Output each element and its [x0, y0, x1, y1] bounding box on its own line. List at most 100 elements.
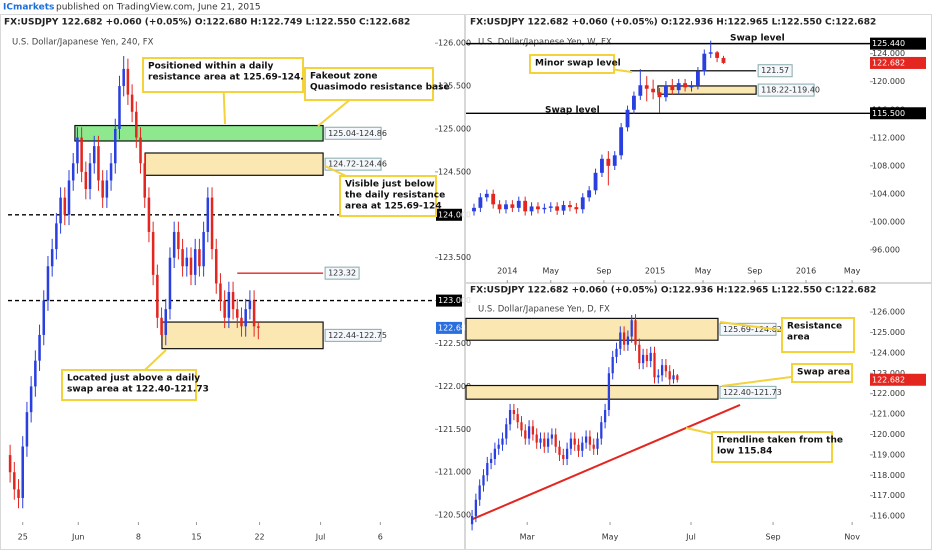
candle-body [531, 426, 535, 435]
candle-body [550, 434, 554, 439]
candle-body [600, 422, 603, 439]
y-tick-label: 122.000 [872, 389, 905, 398]
y-tick-label: 119.000 [872, 450, 905, 459]
callout-box [304, 67, 434, 101]
candle-body [630, 320, 633, 337]
last-price-label: 122.682 [438, 323, 471, 332]
candle-body [17, 489, 20, 498]
zone [465, 384, 719, 400]
candle-body [524, 430, 527, 439]
x-tick-label: Mar [520, 533, 536, 542]
x-tick-label: May [542, 267, 559, 276]
y-tick-label: 120.000 [872, 430, 905, 439]
candle-body [548, 206, 553, 208]
y-tick-label: 125.500 [438, 82, 471, 91]
candle-body [491, 193, 496, 205]
candle-body [156, 274, 159, 318]
callout-text: swap area at 122.40-121.73 [67, 385, 209, 395]
candle-body [202, 231, 205, 267]
candle-body [573, 438, 576, 445]
y-tick-label: 120.500 [438, 511, 471, 520]
last-price-box [436, 321, 462, 334]
candle-body [126, 68, 130, 95]
candle-body [71, 163, 75, 181]
y-tick-label: 112.000 [872, 133, 905, 142]
candle-body [645, 354, 649, 362]
candle-body [105, 180, 109, 198]
x-tick-label: 2016 [796, 267, 816, 276]
level-label: 115.500 [872, 109, 905, 118]
callout-text: Fakeout zone [310, 72, 378, 82]
y-tick-label: 117.000 [872, 491, 905, 500]
callout-text: Swap area [797, 368, 850, 378]
zone [144, 152, 324, 176]
zone-label: 125.04-124.86 [328, 129, 387, 138]
candle-body [634, 320, 637, 345]
x-tick-label: May [695, 267, 712, 276]
y-tick-label: 124.000 [872, 348, 905, 357]
candle-body [223, 300, 226, 318]
candle-body [577, 444, 580, 451]
symbol-legend: FX:USDJPY 122.682 +0.060 (+0.05%) O:122.… [470, 286, 876, 296]
level-label-box [436, 208, 462, 221]
candle-body [657, 375, 660, 378]
candle-body [118, 86, 121, 129]
level-label-box [436, 294, 462, 307]
candle-body [593, 172, 598, 191]
candle-body [580, 197, 585, 210]
zone-label-box [757, 83, 815, 97]
candle-body [683, 83, 688, 88]
candle-body [516, 414, 519, 423]
candle-body [63, 197, 67, 215]
level-label-box [870, 107, 926, 120]
trendline [471, 403, 741, 521]
candle-body [206, 197, 210, 232]
callout-text: Located just above a daily [67, 374, 200, 384]
x-tick-label: May [602, 533, 619, 542]
candle-body [504, 204, 508, 210]
zone [465, 317, 719, 341]
candle-body [516, 200, 521, 208]
candle-body [122, 68, 125, 87]
callout-text: low 115.84 [717, 447, 772, 457]
x-tick-label: Sep [747, 267, 762, 276]
chart-note: Swap level [730, 34, 785, 44]
chart-title: U.S. Dollar/Japanese Yen, W, FX [478, 38, 612, 48]
candle-body [615, 348, 618, 357]
candle-body [632, 95, 636, 110]
candle-body [512, 410, 516, 415]
x-tick-label: 15 [191, 533, 201, 542]
callout-text: Minor swap level [535, 59, 621, 69]
zone-label-box [324, 328, 382, 342]
candle-body [486, 463, 489, 476]
candle-body [67, 180, 71, 215]
candle-body [520, 422, 523, 431]
y-tick-label: 126.000 [438, 39, 471, 48]
candle-body [664, 85, 668, 98]
candle-body [596, 438, 599, 449]
x-tick-label: May [844, 267, 861, 276]
last-price-box [870, 56, 926, 69]
candle-body [76, 137, 79, 164]
candle-body [523, 200, 528, 212]
y-tick-label: 120.000 [872, 77, 905, 86]
candle-body [644, 85, 649, 89]
candle-body [606, 158, 611, 166]
candle-body [80, 137, 83, 172]
candle-body [257, 326, 260, 328]
candle-body [651, 88, 656, 93]
zone-label-box [719, 385, 777, 399]
candle-body [619, 127, 624, 156]
candle-body [607, 373, 611, 410]
x-tick-label: Sep [596, 267, 611, 276]
y-tick-label: 121.000 [438, 468, 471, 477]
candle-body [101, 180, 104, 198]
y-tick-label: 123.000 [872, 369, 905, 378]
x-tick-label: 22 [254, 533, 264, 542]
callout-text: the daily resistance [345, 191, 445, 201]
candle-body [497, 204, 502, 210]
candle-body [689, 85, 694, 88]
candle-body [587, 190, 592, 198]
candle-body [611, 356, 614, 374]
candle-body [489, 458, 493, 464]
